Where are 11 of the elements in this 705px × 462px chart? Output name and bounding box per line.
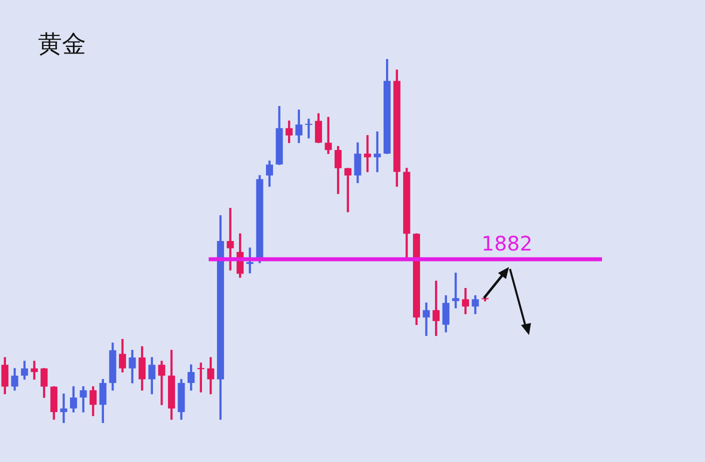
candlestick: [197, 362, 204, 392]
chart-title: 黄金: [38, 29, 86, 60]
candlestick: [422, 302, 430, 336]
candlestick: [226, 208, 234, 270]
annotation: 1882: [482, 231, 532, 256]
candlestick: [60, 394, 68, 423]
candlestick: [452, 272, 460, 308]
candlestick: [324, 116, 332, 154]
candlestick: [374, 131, 381, 172]
candlestick: [305, 118, 312, 138]
candlestick: [30, 360, 38, 380]
